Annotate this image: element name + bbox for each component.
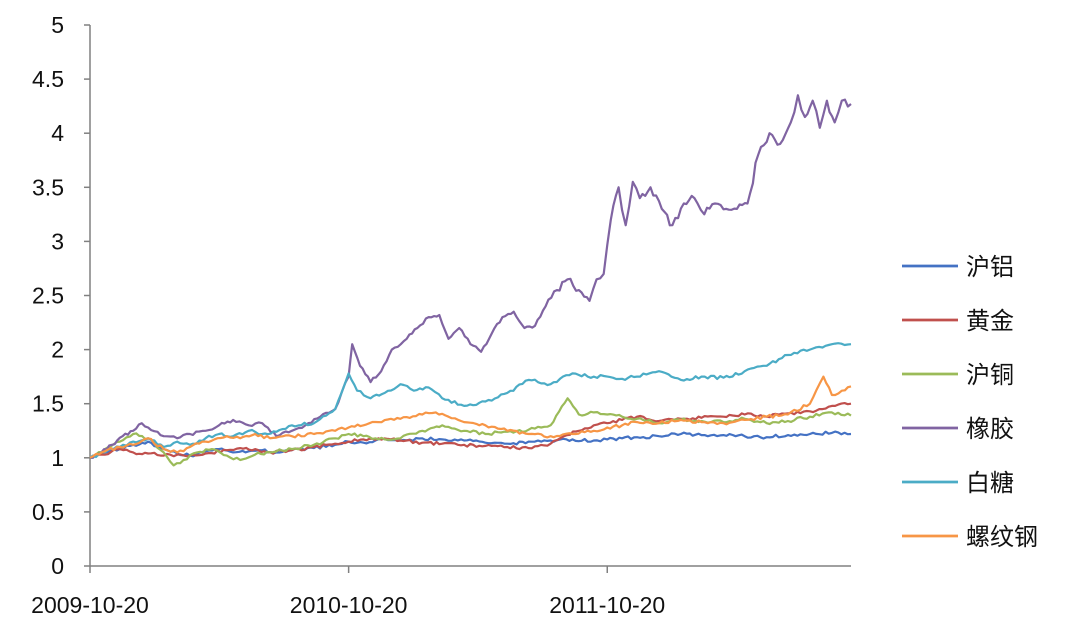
series-line-3 [89,397,852,467]
legend-label-3: 沪铜 [966,361,1014,389]
y-tick-label: 0.5 [32,499,64,525]
y-tick-label: 5 [51,12,64,38]
legend-label-4: 橡胶 [966,415,1014,443]
y-tick-label: 1.5 [32,391,64,417]
y-tick-label: 2 [51,337,64,363]
y-tick-label: 4 [51,120,64,146]
x-axis: 2009-10-20 2010-10-20 2011-10-20 [31,565,851,618]
y-tick-label: 2.5 [32,283,64,309]
x-tick-label: 2011-10-20 [549,592,665,618]
series-line-1 [90,430,852,459]
legend-label-2: 黄金 [966,307,1014,335]
series-line-5 [89,342,852,459]
x-tick-label: 2009-10-20 [31,592,149,618]
series-line-4 [89,94,852,459]
series-line-6 [89,375,852,459]
y-tick-label: 3 [51,228,64,254]
y-tick-label: 0 [51,553,64,579]
x-tick-label: 2010-10-20 [290,592,408,618]
series-lines [89,94,852,467]
y-tick-label: 4.5 [32,66,64,92]
legend-label-6: 螺纹钢 [966,523,1038,551]
legend-label-1: 沪铝 [966,253,1014,281]
y-axis: 0 0.5 1 1.5 2 2.5 3 3.5 4 4.5 5 [32,12,91,579]
y-tick-label: 3.5 [32,174,64,200]
legend-label-5: 白糖 [966,469,1014,497]
y-tick-label: 1 [51,445,64,471]
